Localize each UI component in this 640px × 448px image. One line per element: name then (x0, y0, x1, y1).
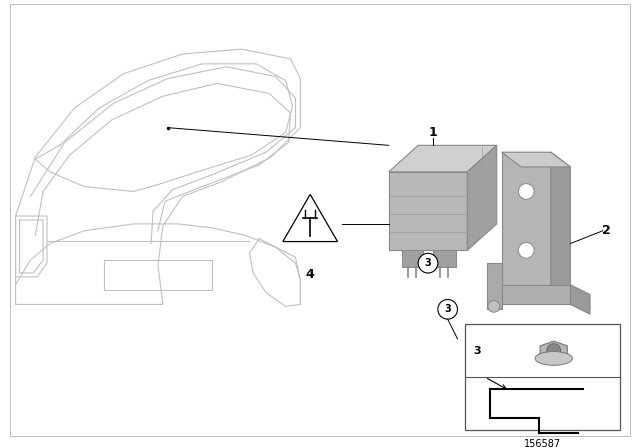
Polygon shape (551, 152, 570, 300)
Polygon shape (487, 263, 502, 309)
Polygon shape (388, 172, 467, 250)
Text: 3: 3 (425, 258, 431, 268)
Circle shape (438, 300, 458, 319)
Polygon shape (540, 341, 567, 360)
Circle shape (518, 184, 534, 199)
Text: 4: 4 (306, 268, 314, 281)
Polygon shape (502, 152, 551, 285)
Ellipse shape (535, 352, 572, 365)
Polygon shape (502, 152, 570, 167)
Bar (465, 324, 621, 430)
Text: 1: 1 (429, 126, 437, 139)
Text: 3: 3 (474, 345, 481, 356)
Circle shape (418, 254, 438, 273)
Circle shape (518, 242, 534, 258)
Text: 2: 2 (602, 224, 611, 237)
Polygon shape (401, 250, 423, 267)
Polygon shape (283, 194, 337, 241)
Circle shape (547, 344, 561, 358)
Text: 156587: 156587 (524, 439, 561, 448)
Polygon shape (467, 145, 497, 250)
Polygon shape (433, 250, 456, 267)
Polygon shape (570, 285, 590, 314)
Polygon shape (388, 145, 497, 172)
Text: 3: 3 (444, 304, 451, 314)
Polygon shape (492, 285, 570, 304)
Circle shape (488, 301, 500, 312)
